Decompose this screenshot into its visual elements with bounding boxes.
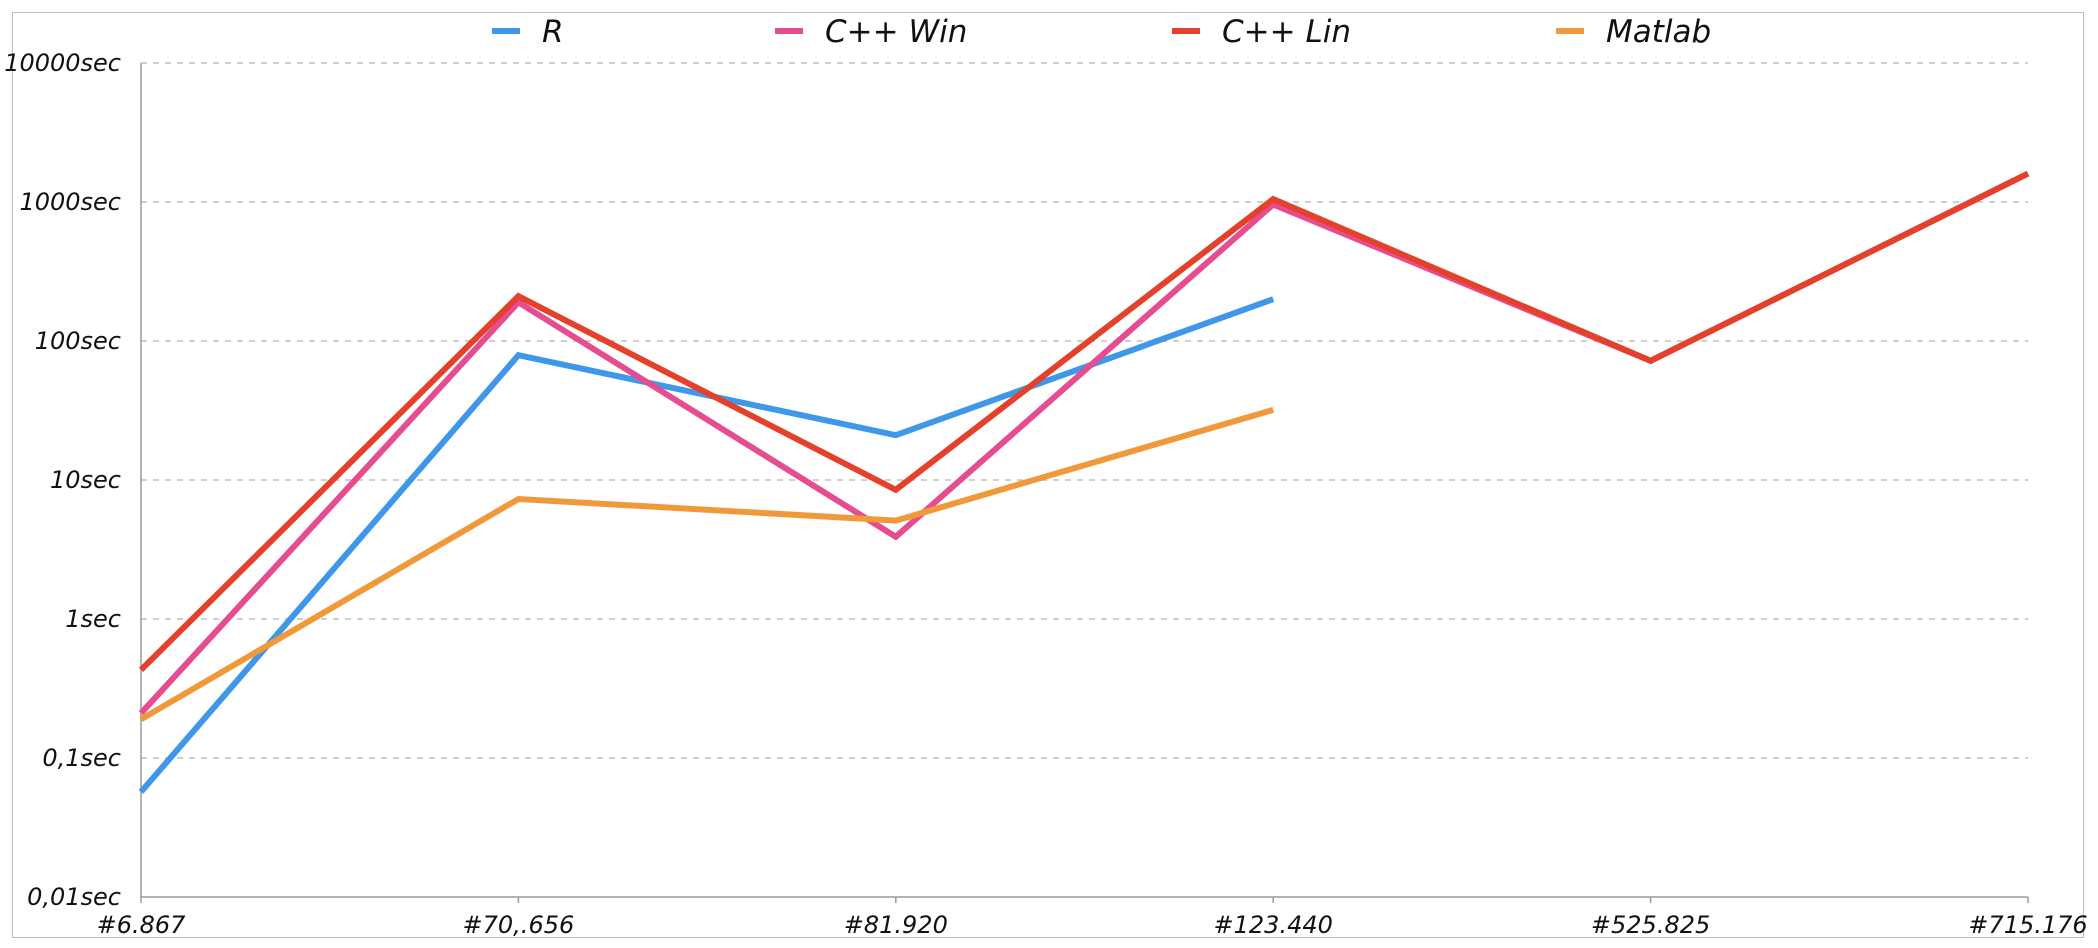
y-tick-label: 10sec: [50, 466, 121, 494]
x-tick-label: #715.176: [1968, 911, 2087, 939]
legend-label: Matlab: [1606, 14, 1711, 50]
legend: R C++ Win C++ Lin Matlab: [492, 14, 1711, 50]
series-line-c-lin: [138, 170, 2030, 673]
x-tick-label: #70,.656: [463, 911, 575, 939]
legend-label: C++ Win: [825, 14, 967, 50]
gridlines: [141, 62, 2028, 759]
y-tick-label: 1000sec: [19, 188, 121, 216]
y-tick-label: 10000sec: [4, 49, 121, 77]
series-line-c-win: [138, 170, 2030, 716]
y-tick-label: 1sec: [65, 605, 121, 633]
x-tick-label: #123.440: [1214, 911, 1333, 939]
x-tick-label: #6.867: [97, 911, 187, 939]
legend-label: C++ Lin: [1222, 14, 1351, 50]
series-line-matlab: [139, 406, 1275, 722]
x-tick-label: #81.920: [844, 911, 948, 939]
axes: 0,01sec 0,1sec 1sec 10sec 100sec 1000sec 10000…: [4, 49, 2087, 939]
series-line-r: [138, 296, 1275, 794]
y-tick-label: 0,01sec: [27, 883, 121, 911]
y-tick-label: 0,1sec: [42, 744, 121, 772]
y-tick-label: 100sec: [35, 327, 121, 355]
series-lines: [138, 170, 2030, 794]
x-tick-label: #525.825: [1591, 911, 1710, 939]
legend-label: R: [542, 14, 564, 50]
